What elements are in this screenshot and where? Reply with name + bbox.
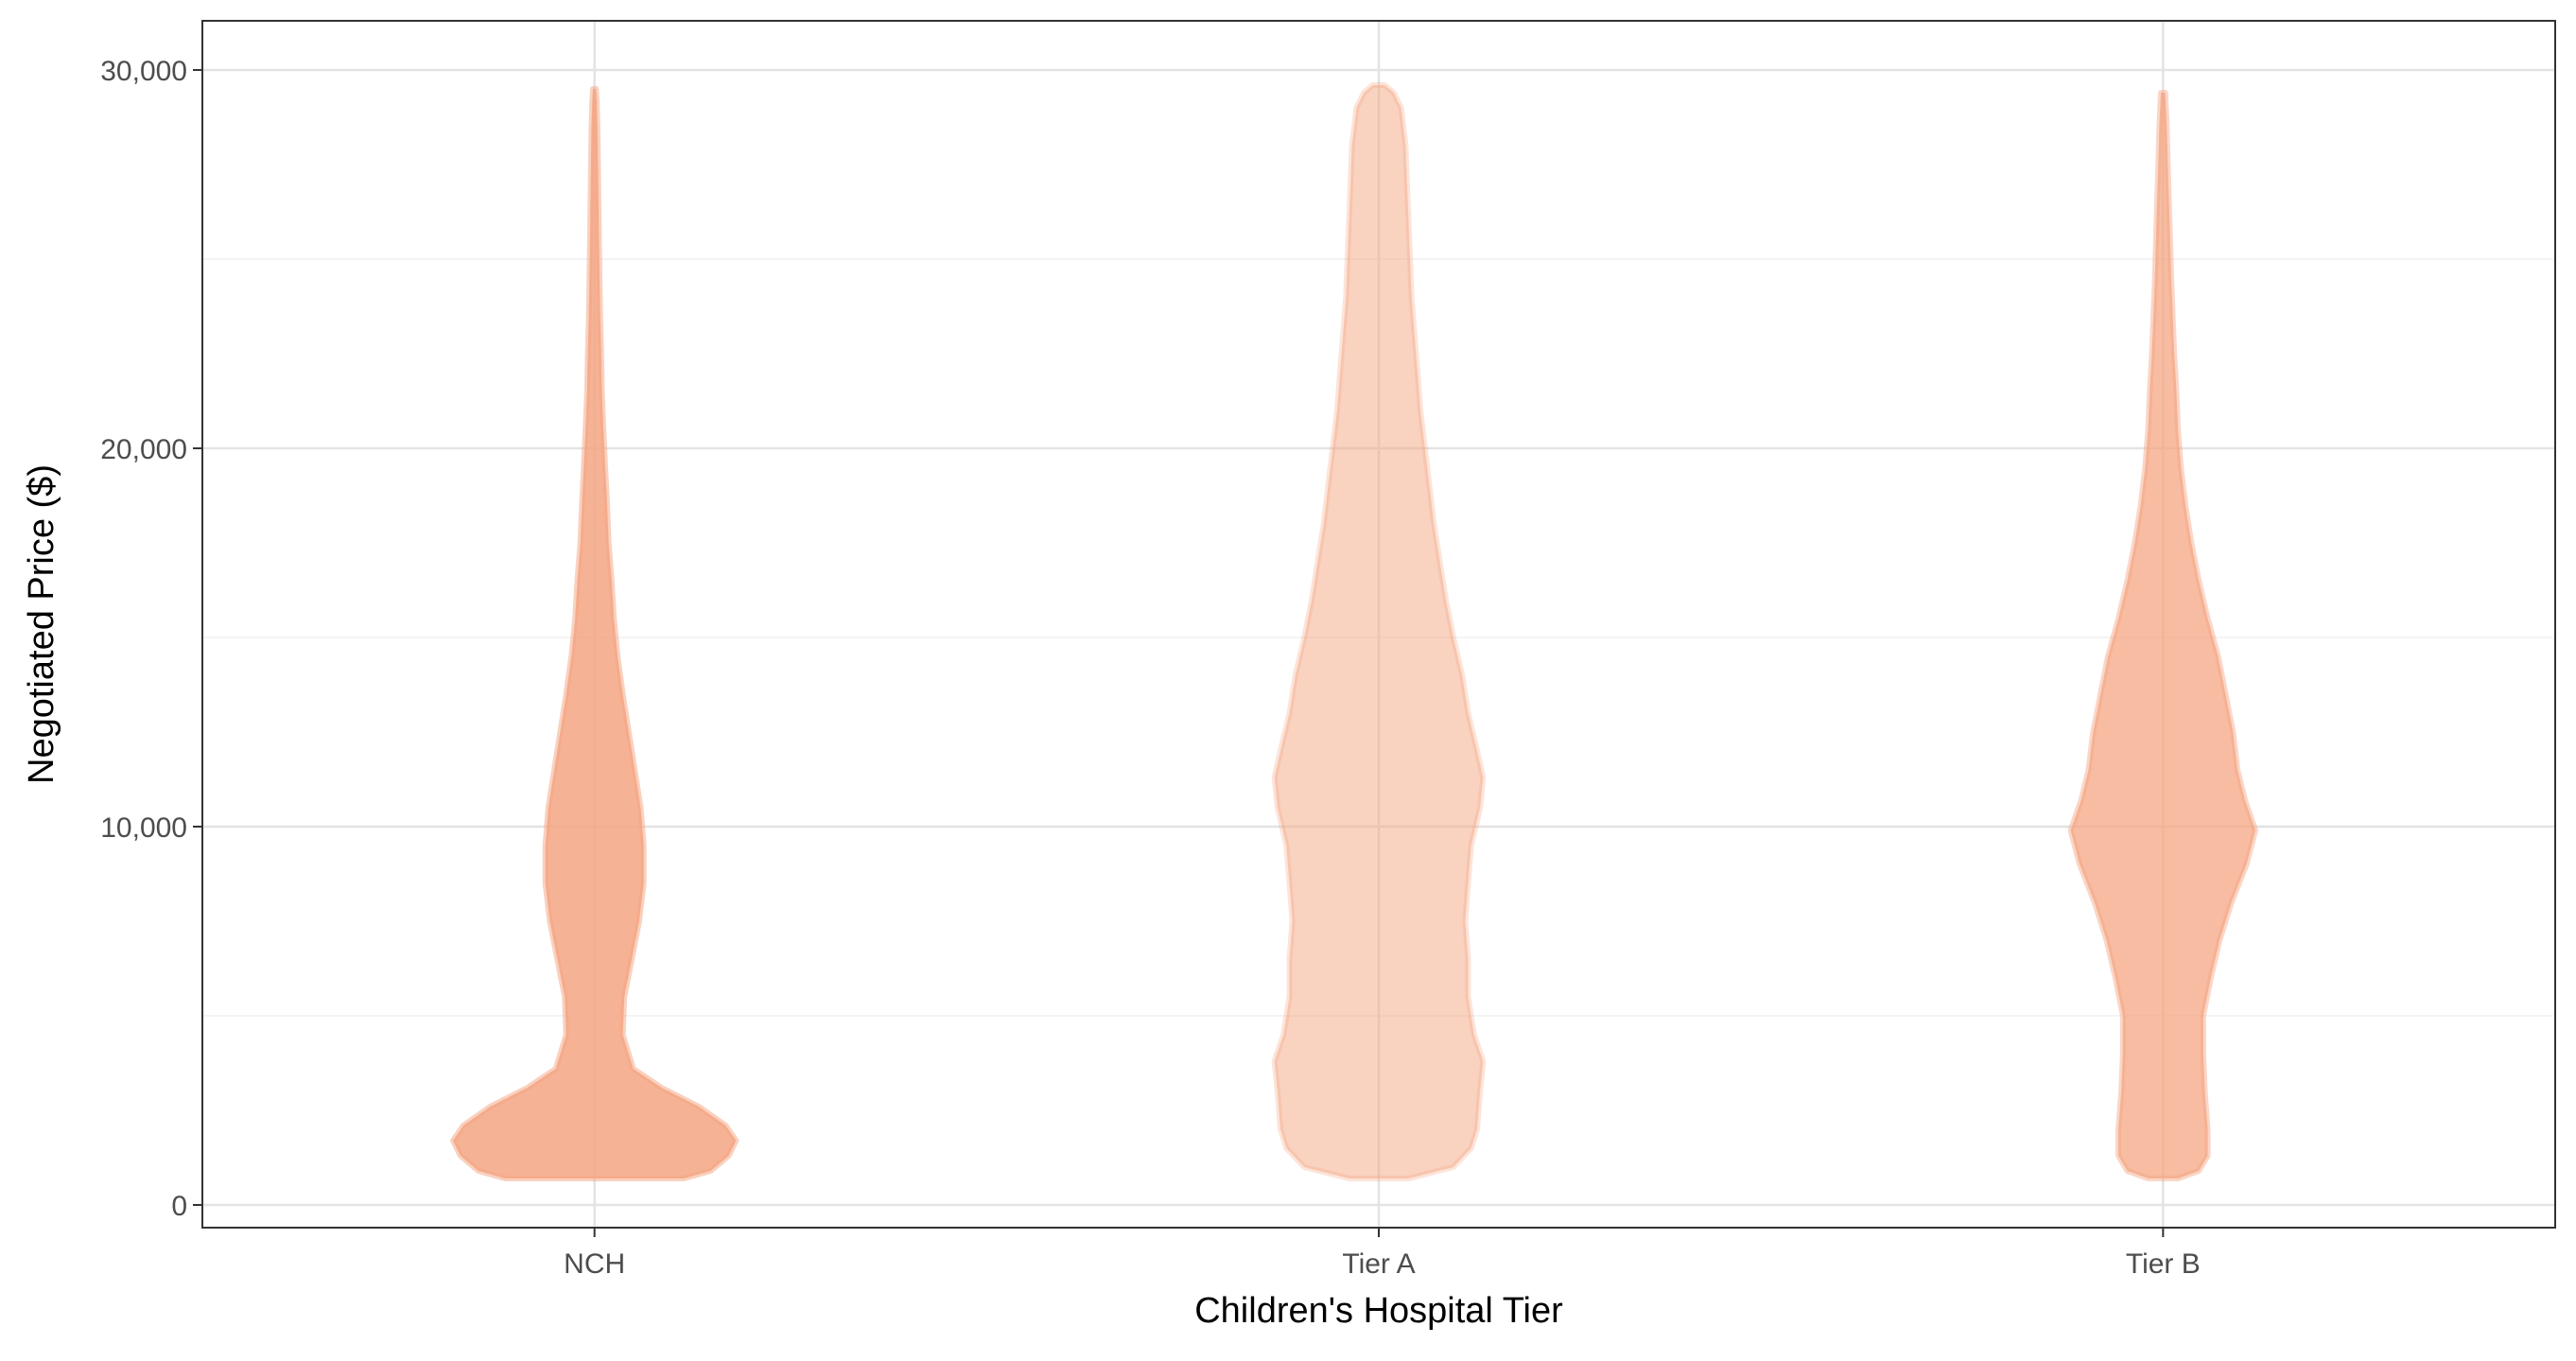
y-tick-label: 10,000 bbox=[100, 812, 187, 844]
violin-tier-a bbox=[1271, 82, 1487, 1181]
violins bbox=[450, 82, 2258, 1181]
x-tick-label: NCH bbox=[564, 1248, 625, 1280]
x-axis-title: Children's Hospital Tier bbox=[1194, 1291, 1563, 1331]
y-tick-label: 30,000 bbox=[100, 56, 187, 87]
y-tick-label: 20,000 bbox=[100, 434, 187, 465]
axes: 0 10,000 20,000 30,000 NCH Tier A Tier B bbox=[100, 56, 2201, 1280]
y-tick-label: 0 bbox=[171, 1191, 187, 1222]
violin-tier-b bbox=[2067, 90, 2258, 1181]
x-tick-label: Tier B bbox=[2126, 1248, 2201, 1280]
y-axis-title: Negotiated Price ($) bbox=[22, 464, 61, 784]
violin-nch bbox=[450, 86, 740, 1181]
x-tick-label: Tier A bbox=[1342, 1248, 1415, 1280]
